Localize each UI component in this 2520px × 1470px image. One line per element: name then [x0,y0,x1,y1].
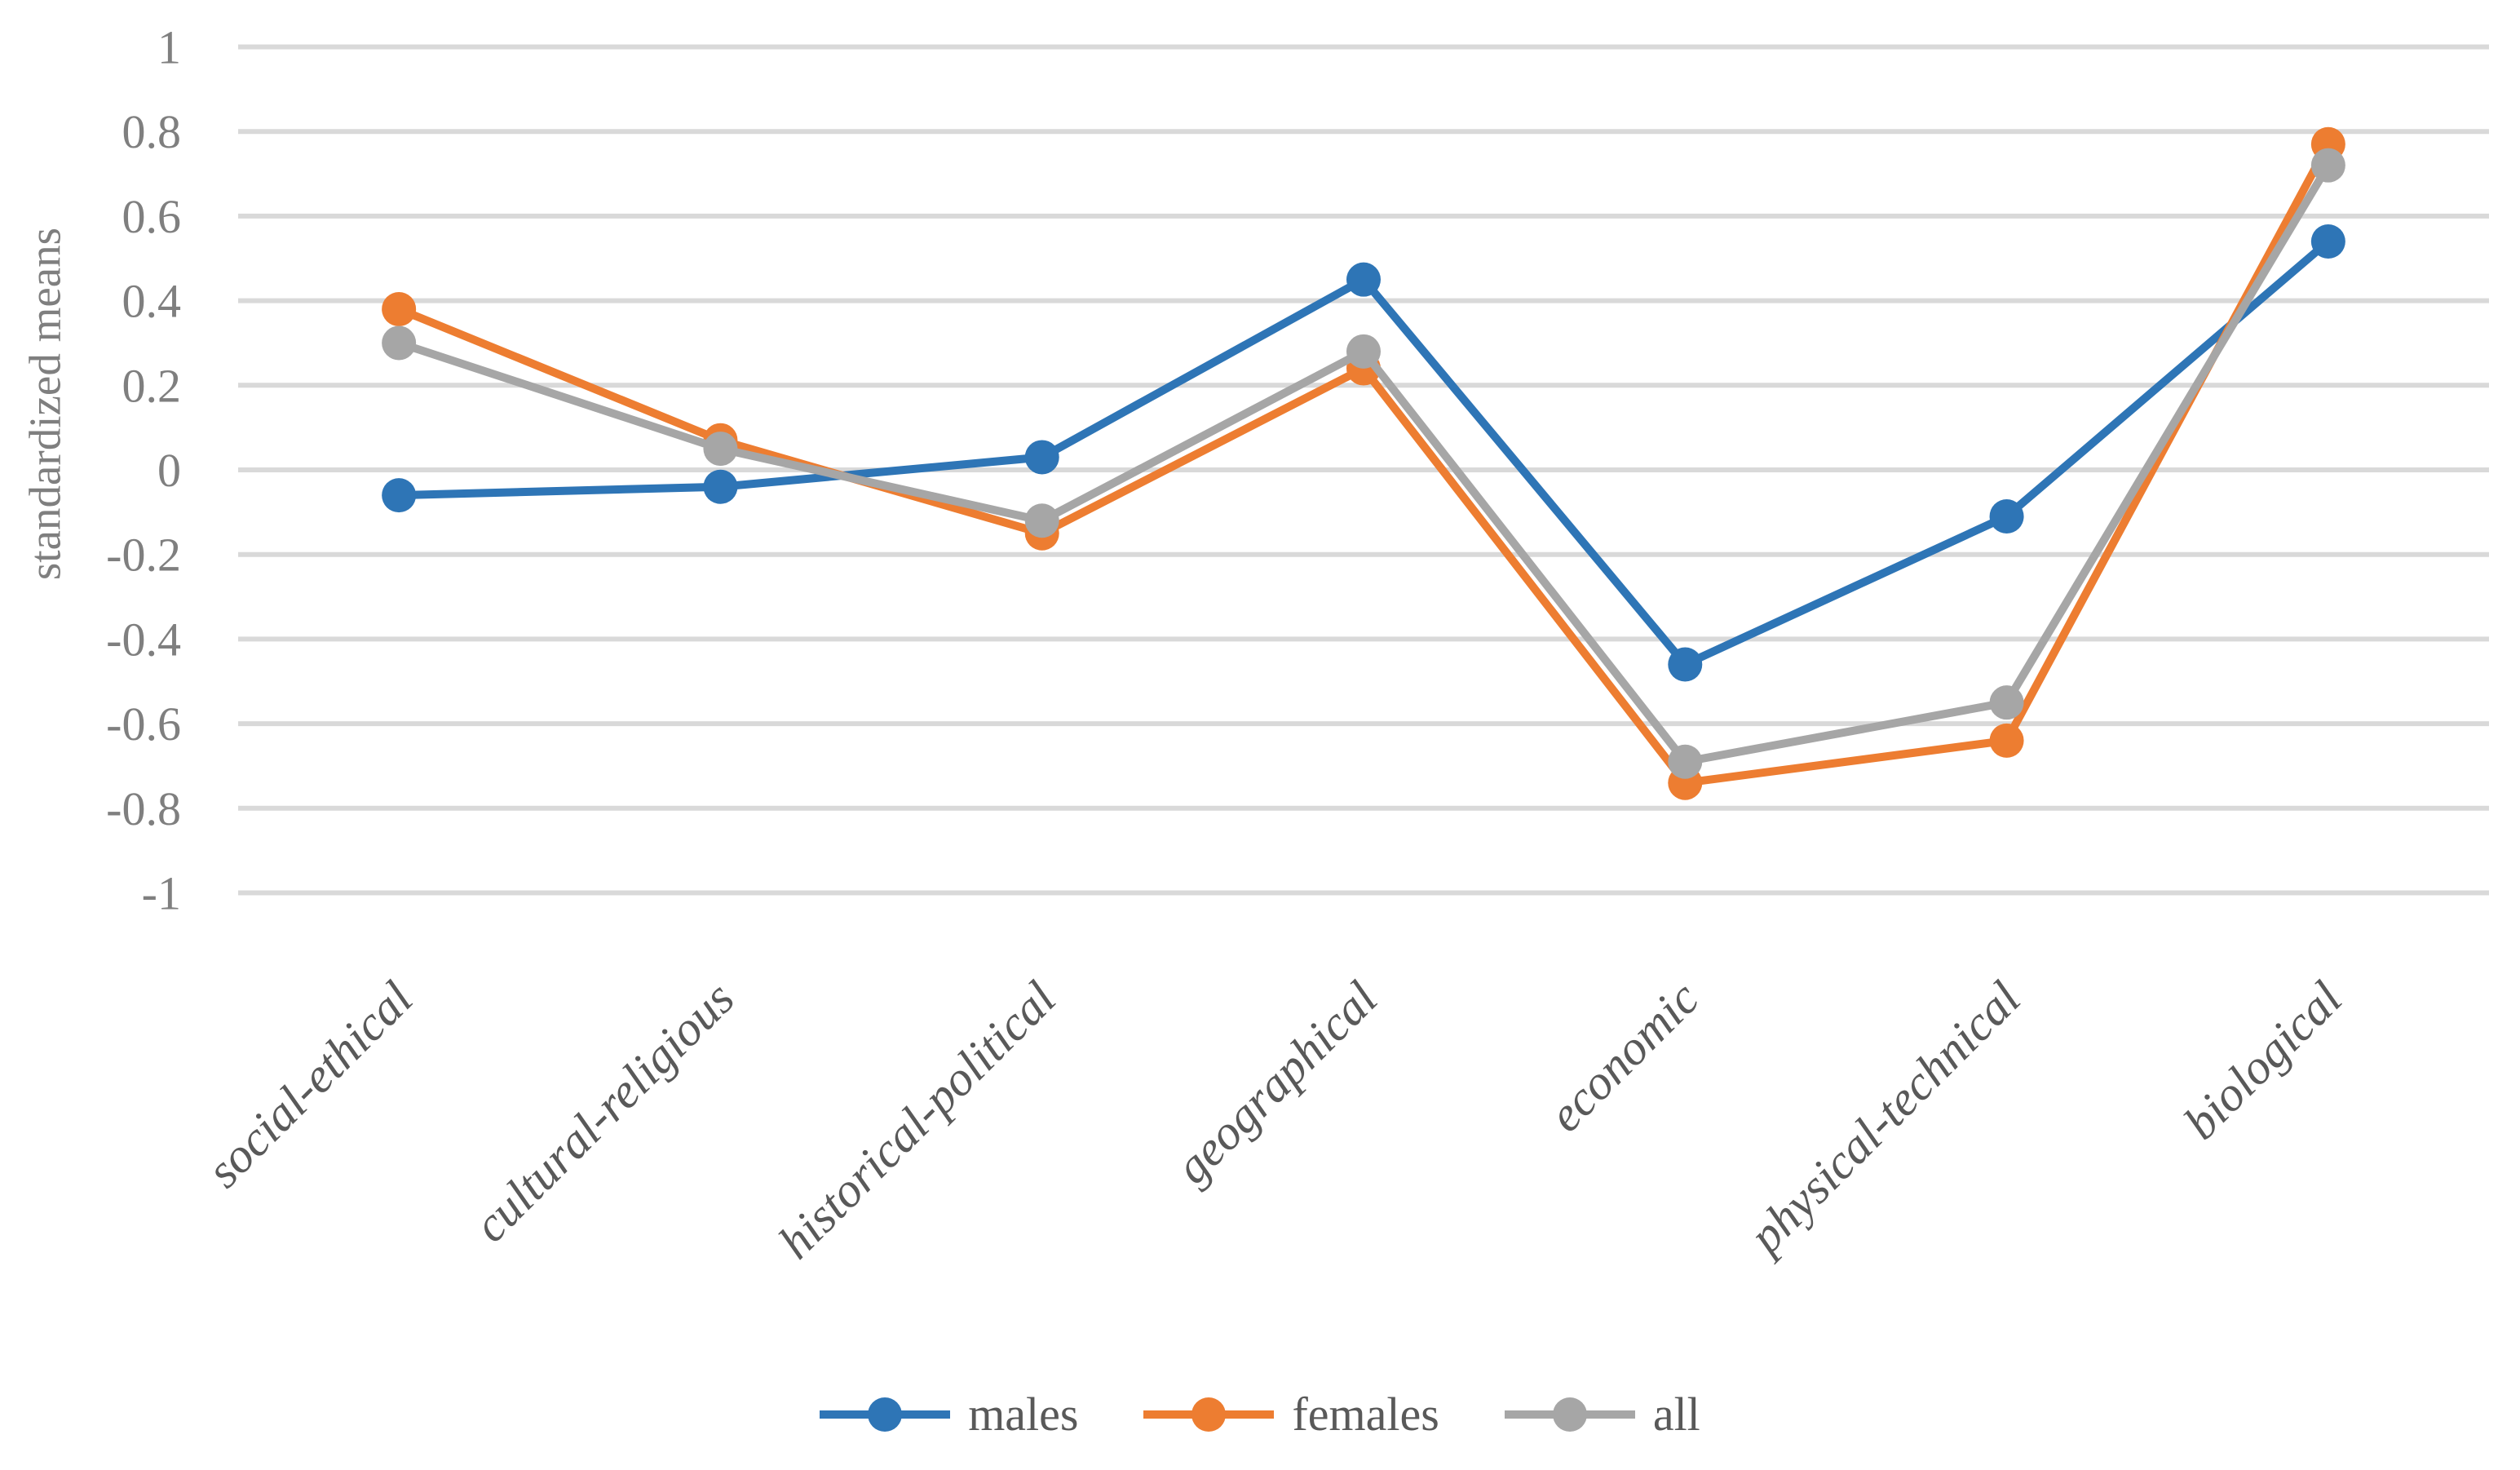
all-line-marker-swatch [1504,1397,1635,1432]
data-point-all-economic [1668,744,1703,779]
series-females [382,126,2345,800]
data-point-males-social-ethical [382,478,417,513]
x-axis-category-labels: social-ethical cultural-religious historic… [197,972,2352,1269]
y-tick-label: 0.6 [122,190,182,243]
legend-item-females: females [1143,1387,1439,1441]
x-category-label: economic [1538,972,1709,1142]
males-line-marker-swatch [820,1397,951,1432]
y-tick-label: -0.6 [106,697,181,750]
y-tick-label: 1 [157,21,181,74]
data-point-all-physical-technical [1989,685,2024,720]
x-category-label: social-ethical [197,972,423,1198]
data-point-males-biological [2310,224,2345,259]
y-tick-label: 0 [157,444,181,497]
series-line-females [395,139,2332,787]
x-category-label: physical-technical [1736,972,2031,1266]
data-point-females-physical-technical [1989,723,2024,758]
series-line-males [395,237,2332,669]
y-tick-label: -0.8 [106,782,181,835]
series-line-all [395,161,2332,766]
data-point-all-social-ethical [382,325,417,361]
y-tick-label: -0.4 [106,613,181,666]
y-tick-label: 0.4 [122,275,182,328]
legend-label-all: all [1652,1388,1700,1441]
y-tick-label: 0.8 [122,105,182,158]
series-all [382,148,2345,779]
y-axis-title: standardized means [20,227,70,581]
data-point-all-historical-political [1024,503,1059,538]
x-category-label: cultural-religious [463,972,744,1252]
data-point-males-economic [1668,647,1703,682]
data-point-males-historical-political [1024,440,1059,475]
data-point-all-biological [2310,148,2345,183]
x-category-label: historical-political [768,972,1066,1269]
legend-label-males: males [968,1388,1079,1441]
data-point-females-social-ethical [382,291,417,326]
data-point-males-geographical [1346,262,1381,297]
legend: males females all [0,1387,2520,1441]
y-axis-tick-labels: 1 0.8 0.6 0.4 0.2 0 -0.2 -0.4 -0.6 -0.8 -1 [106,21,181,920]
x-category-label: geographical [1165,972,1387,1194]
y-tick-label: -1 [142,867,181,920]
data-point-males-physical-technical [1989,499,2024,534]
data-point-all-cultural-religious [703,432,738,467]
legend-label-females: females [1292,1388,1439,1441]
y-tick-label: 0.2 [122,359,182,412]
legend-item-all: all [1504,1387,1700,1441]
legend-item-males: males [820,1387,1078,1441]
y-tick-label: -0.2 [106,529,181,582]
series-males [382,224,2345,682]
x-category-label: biological [2173,972,2352,1150]
females-line-marker-swatch [1143,1397,1275,1432]
data-point-all-geographical [1346,334,1381,369]
data-point-males-cultural-religious [703,469,738,504]
